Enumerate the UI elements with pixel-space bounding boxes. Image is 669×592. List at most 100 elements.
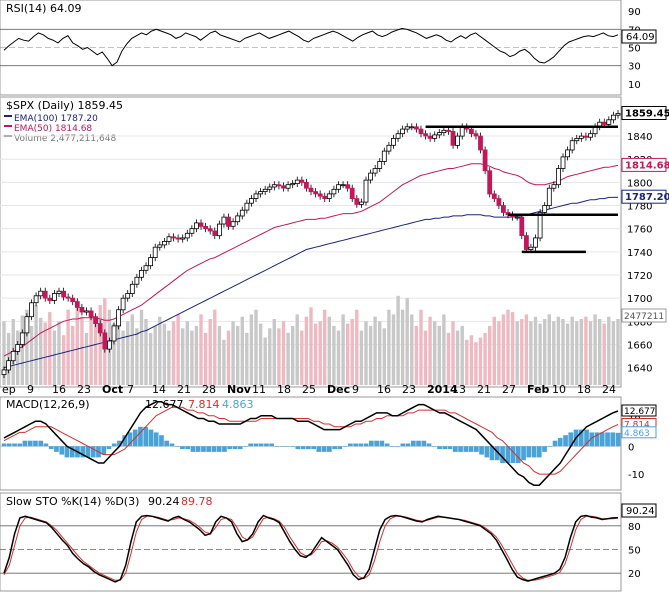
macd-hist-bar [12, 443, 17, 447]
volume-bar [410, 314, 414, 385]
price-tick-label: 1640 [627, 364, 652, 375]
candle-body [423, 133, 429, 137]
macd-hist-bar [174, 446, 180, 447]
volume-bar [446, 332, 451, 385]
candle-body [38, 290, 44, 297]
x-tick-label: 23 [402, 383, 416, 396]
candle-body [111, 325, 117, 342]
volume-bar [309, 307, 313, 385]
volume-bar [588, 321, 593, 385]
macd-hist-bar [101, 446, 107, 455]
macd-hist-bar [311, 446, 316, 450]
price-tick-label: 1780 [627, 202, 652, 213]
volume-bar [254, 309, 258, 385]
volume-bar [378, 321, 382, 385]
candle-body [84, 310, 89, 313]
volume-bar [355, 309, 359, 385]
volume-bar [190, 330, 194, 385]
macd-hist-bar [610, 432, 616, 447]
candle-body [611, 114, 616, 121]
macd-hist-bar [584, 429, 589, 447]
date-x-axis: ep 9 16 23 Oct 7 14 21 28 Nov 11 18 25 Dec 9 16 23 201413… [2, 383, 616, 396]
macd-hist-bar [290, 446, 295, 447]
legend-label: Volume 2,477,211,648 [14, 134, 116, 144]
sto-tick-label: 80 [628, 522, 641, 533]
macd-hist-bar [594, 432, 600, 447]
volume-bar [423, 330, 428, 385]
volume-bar [226, 330, 231, 385]
x-tick-label: 11 [252, 383, 266, 396]
macd-hist-bar [447, 446, 453, 450]
macd-hist-bar [111, 443, 117, 447]
macd-hist-bar [390, 446, 395, 447]
volume-bar [336, 330, 341, 385]
ema50-line [3, 163, 619, 357]
macd-tag-label: 12.677 [624, 407, 656, 417]
candle-body [294, 179, 300, 185]
candle-body [377, 161, 383, 169]
volume-bar [277, 328, 281, 385]
macd-hist-bar [484, 446, 490, 458]
macd-hist-bar [279, 446, 285, 447]
macd-hist-bar [127, 432, 133, 447]
candle-body [290, 183, 296, 186]
volume-bar [492, 316, 496, 385]
candle-body [386, 144, 392, 152]
candle-body [6, 360, 11, 371]
volume-bar [488, 325, 492, 385]
volume-bar [579, 319, 583, 385]
macd-hist-bar [64, 446, 70, 458]
volume-bar [148, 332, 153, 385]
volume-bar [29, 325, 34, 385]
volume-bar [25, 309, 29, 385]
candle-body [107, 340, 112, 350]
candle-body [322, 195, 328, 200]
macd-hist-bar [17, 443, 23, 447]
candle-body [74, 301, 80, 308]
macd-hist-bar [38, 440, 44, 447]
candle-body [556, 168, 561, 186]
volume-bar [382, 328, 386, 385]
candle-body [404, 126, 410, 130]
candle-body [546, 187, 552, 206]
candle-body [432, 134, 438, 139]
volume-bar [391, 314, 396, 385]
volume-bar [236, 325, 240, 385]
candle-body [606, 119, 612, 125]
price-tag-box [621, 157, 667, 172]
x-tick-label: 9 [27, 383, 34, 396]
macd-hist-bar [295, 446, 301, 450]
volume-bar [455, 330, 460, 385]
candle-body [574, 137, 580, 142]
macd-hist-bar [180, 446, 185, 450]
volume-bar [373, 316, 377, 385]
candle-body [42, 290, 48, 299]
macd-hist-bar [33, 440, 38, 447]
candle-body [473, 133, 479, 137]
candle-body [436, 132, 442, 136]
candle-body [551, 184, 557, 189]
macd-panel: MACD(12,26,9) 12.677 7.814 4.863 100-10 … [0, 396, 657, 491]
x-tick-label: Nov [227, 383, 252, 396]
candle-body [615, 113, 621, 116]
candle-body [478, 135, 483, 151]
sto-tick-label: 50 [628, 546, 641, 557]
symbol-label: $SPX (Daily) 1859.45 [6, 99, 123, 112]
macd-hist-bar [342, 446, 348, 447]
macd-hist-bar [615, 432, 621, 447]
volume-bar [437, 325, 441, 385]
sto-y-axis: 80 50 20 [628, 522, 641, 580]
volume-bar [414, 325, 419, 385]
support-resistance-lines [425, 125, 618, 254]
candle-body [10, 350, 16, 362]
candle-body [271, 184, 277, 188]
volume-bar [359, 330, 364, 385]
candle-body [487, 170, 493, 195]
macd-hist-bar [416, 440, 421, 447]
sto-d-line [3, 515, 619, 581]
volume-tag [621, 308, 667, 323]
macd-hist-bar [237, 446, 243, 450]
volume-bar [543, 319, 547, 385]
candle-body [368, 172, 374, 181]
volume-bar [442, 314, 446, 385]
